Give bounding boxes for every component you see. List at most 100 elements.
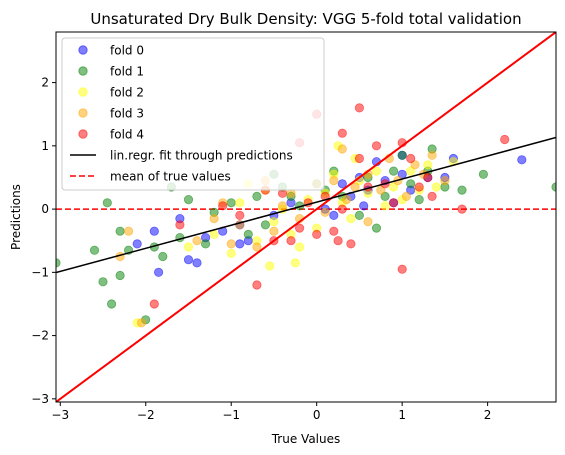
data-point-fold-1	[388, 166, 399, 176]
data-point-fold-1	[260, 220, 270, 230]
data-point-fold-1	[115, 270, 125, 281]
y-axis-label: Predictions	[9, 184, 23, 250]
data-point-fold-3	[341, 195, 352, 205]
data-point-fold-0	[517, 155, 527, 165]
data-point-fold-4	[397, 264, 407, 274]
y-tick-label: −1	[31, 265, 49, 279]
data-point-fold-2	[265, 261, 275, 271]
data-point-fold-0	[329, 210, 339, 220]
plot-frame	[55, 31, 557, 403]
x-tick-label: −1	[222, 408, 240, 422]
data-point-fold-4	[329, 226, 339, 236]
data-point-fold-4	[149, 299, 159, 309]
data-point-fold-4	[388, 198, 399, 208]
legend-label: fold 1	[110, 65, 144, 79]
x-tick-label: 0	[313, 408, 321, 422]
data-point-fold-4	[500, 134, 510, 145]
data-point-fold-1	[478, 169, 488, 179]
legend-label: mean of true values	[110, 170, 231, 184]
data-point-fold-4	[286, 236, 296, 246]
x-tick-label: 1	[398, 408, 406, 422]
data-point-fold-0	[337, 179, 347, 189]
data-point-fold-1	[354, 210, 364, 220]
identity-line	[56, 32, 556, 402]
data-point-fold-4	[414, 182, 424, 192]
data-point-fold-4	[252, 280, 262, 290]
data-point-fold-2	[406, 166, 416, 176]
data-point-fold-3	[124, 226, 134, 236]
data-point-fold-0	[192, 258, 202, 268]
data-point-fold-1	[226, 198, 236, 208]
x-tick-label: 2	[484, 408, 492, 422]
data-point-fold-3	[427, 150, 437, 160]
data-point-fold-3	[337, 144, 347, 154]
y-tick-label: −2	[31, 329, 49, 343]
data-point-fold-1	[252, 191, 262, 201]
data-point-fold-1	[98, 277, 108, 287]
data-point-fold-2	[269, 217, 279, 227]
data-point-fold-4	[457, 204, 467, 214]
data-point-fold-4	[175, 220, 185, 230]
chart-title: Unsaturated Dry Bulk Density: VGG 5-fold…	[90, 10, 521, 28]
data-point-fold-2	[380, 201, 390, 211]
data-point-fold-3	[329, 176, 339, 186]
legend-marker-fold-1	[78, 66, 88, 76]
data-point-fold-3	[440, 176, 450, 186]
legend-label: fold 2	[110, 86, 144, 100]
data-point-fold-4	[312, 229, 322, 239]
legend-marker-fold-0	[78, 45, 88, 55]
data-point-fold-2	[431, 182, 441, 192]
data-point-fold-1	[243, 229, 253, 239]
data-point-fold-2	[423, 160, 433, 170]
data-point-fold-1	[115, 226, 125, 236]
data-point-fold-2	[235, 198, 245, 208]
y-tick-label: 1	[41, 139, 49, 153]
legend-box	[61, 37, 325, 191]
y-tick-label: −3	[31, 392, 49, 406]
data-point-fold-0	[132, 239, 142, 249]
data-point-fold-3	[226, 239, 236, 249]
data-point-fold-3	[401, 191, 411, 201]
legend-marker-fold-4	[78, 129, 88, 139]
legend-label: fold 4	[110, 128, 144, 142]
data-point-fold-3	[363, 217, 373, 227]
data-point-fold-2	[371, 166, 382, 176]
data-point-fold-2	[294, 242, 305, 252]
data-point-fold-2	[226, 248, 236, 258]
y-tick-label: 0	[41, 202, 49, 216]
data-point-fold-1	[414, 195, 424, 205]
legend-marker-fold-2	[78, 87, 88, 97]
data-point-fold-1	[371, 223, 382, 233]
data-point-fold-4	[423, 172, 433, 183]
data-point-fold-1	[56, 258, 61, 268]
data-point-fold-1	[158, 251, 168, 262]
x-axis-label: True Values	[271, 432, 341, 446]
data-point-fold-1	[89, 245, 100, 255]
data-point-fold-4	[406, 153, 416, 164]
data-point-fold-3	[136, 318, 147, 328]
legend-label: lin.regr. fit through predictions	[110, 149, 293, 163]
data-point-fold-2	[388, 182, 399, 192]
legend-marker-fold-3	[78, 108, 88, 118]
data-point-fold-3	[192, 236, 202, 246]
data-point-fold-0	[183, 255, 194, 265]
data-point-fold-2	[346, 214, 356, 224]
data-point-fold-4	[354, 103, 364, 113]
data-point-fold-4	[333, 236, 343, 246]
data-point-fold-1	[380, 191, 390, 201]
regression-fit-line	[56, 136, 556, 274]
data-point-fold-3	[269, 226, 279, 236]
data-point-fold-3	[209, 214, 219, 224]
data-point-fold-4	[337, 128, 347, 138]
data-point-fold-3	[277, 201, 288, 211]
data-point-fold-4	[354, 153, 364, 164]
data-point-fold-3	[410, 160, 420, 170]
x-tick-label: −3	[51, 408, 69, 422]
data-point-fold-4	[337, 204, 347, 214]
x-tick-label: −2	[137, 408, 155, 422]
data-point-fold-1	[397, 150, 407, 160]
data-point-fold-4	[294, 223, 305, 233]
data-point-fold-0	[359, 201, 369, 211]
data-point-fold-4	[371, 141, 382, 151]
legend-label: fold 3	[110, 107, 144, 121]
